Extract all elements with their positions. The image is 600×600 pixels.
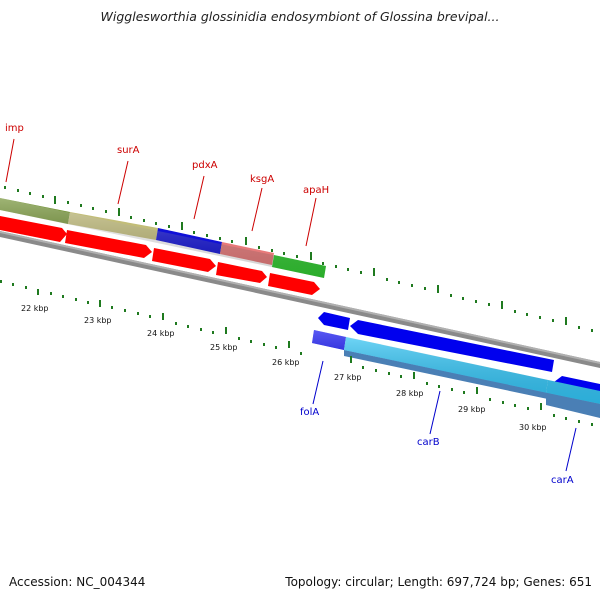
gene-arrow-4[interactable] bbox=[216, 262, 267, 283]
accession-text: Accession: NC_004344 bbox=[9, 575, 146, 589]
gene-arrow-5[interactable] bbox=[268, 273, 320, 295]
kbp-label-23: 23 kbp bbox=[84, 316, 112, 325]
gene-label-carB[interactable]: carB bbox=[417, 437, 440, 448]
gene-arrow-1[interactable] bbox=[0, 216, 67, 242]
genome-backbone bbox=[0, 231, 600, 368]
kbp-label-27: 27 kbp bbox=[334, 373, 362, 382]
kbp-label-25: 25 kbp bbox=[210, 343, 238, 352]
kbp-label-30: 30 kbp bbox=[519, 423, 547, 432]
kbp-label-24: 24 kbp bbox=[147, 329, 175, 338]
gene-arrow-3[interactable] bbox=[152, 248, 216, 272]
forward-leader-lines bbox=[5, 138, 317, 247]
kbp-label-28: 28 kbp bbox=[396, 389, 424, 398]
gene-arrow-2[interactable] bbox=[65, 230, 152, 258]
reverse-gene-labels: folA carB carA bbox=[300, 407, 574, 486]
gene-label-folA[interactable]: folA bbox=[300, 407, 319, 418]
gene-label-carA[interactable]: carA bbox=[551, 475, 574, 486]
gene-label-ksgA[interactable]: ksgA bbox=[250, 174, 274, 185]
gene-label-surA[interactable]: surA bbox=[117, 145, 140, 156]
topology-text: Topology: circular; Length: 697,724 bp; … bbox=[285, 575, 592, 589]
reverse-leader-lines bbox=[312, 360, 577, 472]
gene-label-pdxA[interactable]: pdxA bbox=[192, 160, 218, 171]
map-title: Wigglesworthia glossinidia endosymbiont … bbox=[100, 9, 500, 24]
kbp-label-26: 26 kbp bbox=[272, 358, 300, 367]
inner-tick-ring bbox=[0, 280, 593, 426]
forward-gene-labels: imp surA pdxA ksgA apaH bbox=[5, 123, 329, 196]
forward-arrow-row bbox=[0, 216, 320, 295]
outer-tick-ring bbox=[4, 186, 593, 332]
forward-feature-row bbox=[0, 198, 326, 278]
gene-arrow-7[interactable] bbox=[350, 320, 554, 372]
kbp-label-29: 29 kbp bbox=[458, 405, 486, 414]
reverse-feature-row bbox=[312, 330, 600, 418]
kbp-labels: 22 kbp 23 kbp 24 kbp 25 kbp 26 kbp 27 kb… bbox=[21, 304, 547, 432]
gene-label-apaH[interactable]: apaH bbox=[303, 185, 329, 196]
kbp-label-22: 22 kbp bbox=[21, 304, 49, 313]
gene-label-imp[interactable]: imp bbox=[5, 123, 24, 134]
gene-arrow-6[interactable] bbox=[318, 312, 350, 330]
